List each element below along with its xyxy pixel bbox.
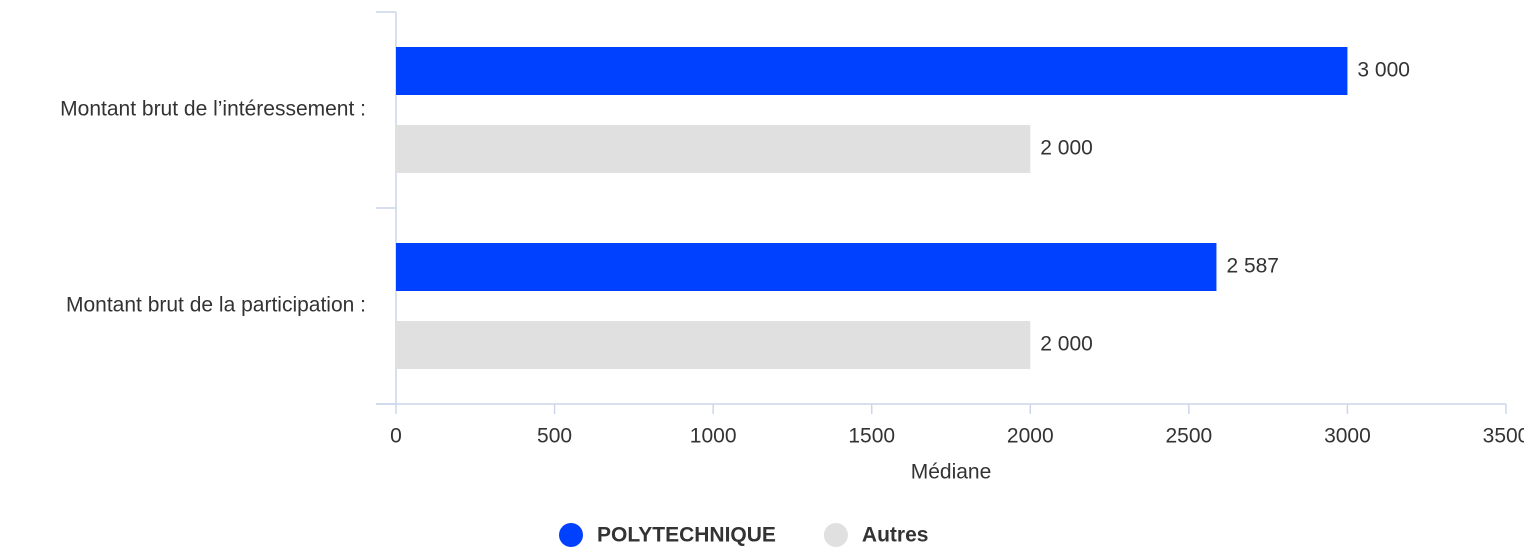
y-tick-label: Montant brut de la participation : bbox=[66, 294, 366, 317]
value-label: 2 000 bbox=[1040, 333, 1093, 356]
legend-label: POLYTECHNIQUE bbox=[597, 524, 776, 547]
x-tick-label: 3000 bbox=[1324, 425, 1371, 448]
bar bbox=[396, 243, 1217, 291]
legend: POLYTECHNIQUE Autres bbox=[559, 523, 928, 547]
x-tick-label: 1500 bbox=[848, 425, 895, 448]
legend-label: Autres bbox=[862, 524, 929, 547]
bar bbox=[396, 47, 1348, 95]
x-tick-label: 2500 bbox=[1165, 425, 1212, 448]
value-label: 3 000 bbox=[1357, 59, 1410, 82]
x-tick-label: 1000 bbox=[690, 425, 737, 448]
value-label: 2 587 bbox=[1226, 255, 1279, 278]
bar bbox=[396, 125, 1031, 173]
x-tick-label: 3500 bbox=[1483, 425, 1524, 448]
legend-marker bbox=[559, 523, 583, 547]
value-label: 2 000 bbox=[1040, 137, 1093, 160]
x-tick-label: 500 bbox=[537, 425, 572, 448]
legend-marker bbox=[823, 523, 848, 547]
x-tick-label: 0 bbox=[390, 425, 402, 448]
bar bbox=[396, 321, 1031, 369]
y-tick-label: Montant brut de l’intéressement : bbox=[60, 98, 366, 121]
x-tick-label: 2000 bbox=[1007, 425, 1054, 448]
x-axis-label: Médiane bbox=[911, 461, 992, 484]
